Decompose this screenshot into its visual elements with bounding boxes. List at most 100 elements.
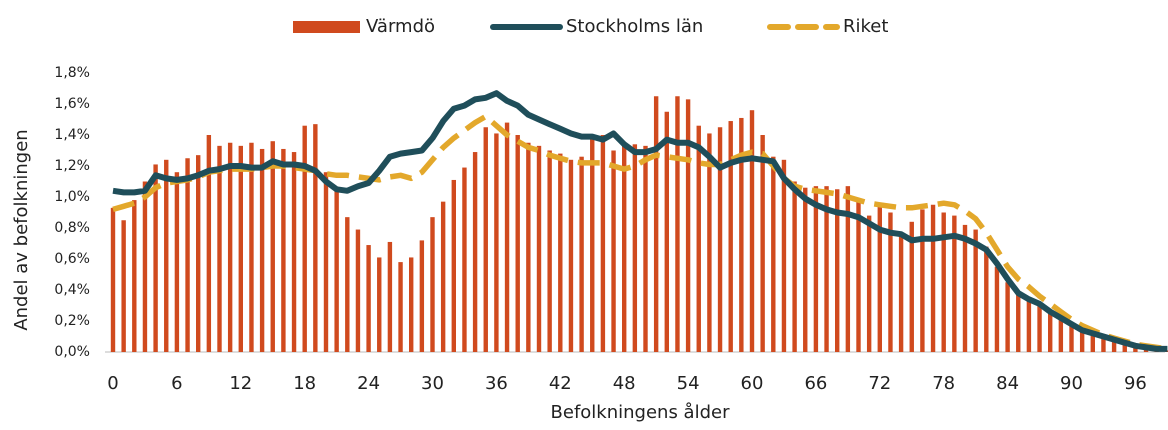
x-tick-label: 78	[932, 373, 955, 394]
bar	[568, 159, 574, 352]
legend-label: Stockholms län	[566, 16, 703, 37]
legend-label: Värmdö	[366, 16, 435, 37]
y-tick-label: 0,0%	[54, 344, 90, 360]
bar	[334, 189, 339, 352]
bar	[920, 209, 925, 352]
bar	[1101, 338, 1106, 352]
bar	[355, 229, 361, 352]
y-tick-label: 0,4%	[54, 282, 90, 298]
bar	[196, 155, 201, 352]
x-axis-title: Befolkningens ålder	[551, 402, 731, 423]
bar	[121, 220, 126, 352]
bar	[142, 181, 148, 352]
bar	[739, 117, 744, 352]
x-tick-label: 48	[613, 373, 636, 394]
y-tick-label: 0,2%	[54, 313, 90, 329]
bar	[664, 111, 669, 352]
bar	[1079, 330, 1085, 352]
bar	[835, 189, 840, 352]
bar	[653, 96, 659, 352]
bar	[696, 125, 701, 352]
bar	[249, 142, 254, 352]
bar	[888, 212, 893, 352]
bar	[153, 164, 158, 352]
bar	[1037, 305, 1042, 352]
bar	[366, 245, 371, 352]
bar	[387, 241, 393, 352]
bar	[419, 240, 425, 352]
bar	[547, 150, 552, 352]
x-tick-label: 36	[485, 373, 508, 394]
bar	[409, 257, 414, 352]
bar	[270, 141, 275, 352]
bar	[472, 152, 478, 352]
bar	[494, 133, 499, 352]
bar	[1005, 282, 1010, 352]
bar	[749, 110, 755, 352]
bar	[643, 145, 648, 352]
x-tick-label: 60	[741, 373, 764, 394]
bar	[345, 217, 350, 352]
x-tick-label: 12	[229, 373, 252, 394]
bar	[717, 127, 723, 352]
bar	[771, 156, 776, 352]
bar	[579, 156, 584, 352]
bar	[430, 217, 435, 352]
bar	[632, 144, 638, 352]
bar	[1048, 311, 1053, 352]
x-tick-label: 66	[804, 373, 827, 394]
bar	[1111, 341, 1117, 352]
x-tick-label: 54	[677, 373, 700, 394]
y-tick-label: 1,6%	[54, 96, 90, 112]
legend-label: Riket	[843, 16, 888, 37]
bar	[451, 179, 456, 352]
bar	[185, 158, 190, 352]
bar	[1026, 297, 1032, 352]
bar	[227, 142, 233, 352]
bar	[536, 145, 542, 352]
bar	[898, 234, 904, 352]
bar	[504, 122, 510, 352]
bar	[558, 153, 563, 352]
y-axis-title: Andel av befolkningen	[11, 129, 32, 330]
bar	[164, 159, 169, 352]
bar	[238, 145, 243, 352]
bar	[302, 125, 307, 352]
legend-swatch	[293, 21, 360, 33]
y-tick-label: 0,8%	[54, 220, 90, 236]
bar	[962, 224, 968, 352]
bar	[462, 167, 467, 352]
x-tick-label: 0	[107, 373, 118, 394]
bar	[132, 200, 137, 352]
x-tick-label: 96	[1124, 373, 1147, 394]
bar	[313, 124, 318, 353]
bar	[526, 142, 531, 352]
bar	[803, 187, 808, 352]
bar	[1069, 325, 1074, 352]
x-tick-label: 90	[1060, 373, 1083, 394]
bar	[281, 148, 286, 352]
x-tick-label: 84	[996, 373, 1019, 394]
bar	[206, 135, 212, 352]
bar	[600, 135, 606, 352]
x-tick-label: 30	[421, 373, 444, 394]
bar	[973, 229, 978, 352]
bar	[984, 246, 989, 352]
bar	[611, 150, 616, 352]
bar	[685, 99, 691, 352]
bar	[856, 201, 861, 352]
bar	[994, 266, 1000, 352]
y-tick-label: 0,6%	[54, 251, 90, 267]
line-series	[112, 90, 1168, 352]
bar	[440, 201, 446, 352]
bar	[941, 212, 946, 352]
bar	[930, 204, 936, 352]
x-tick-label: 18	[293, 373, 316, 394]
y-tick-label: 1,2%	[54, 158, 90, 174]
bar	[824, 186, 829, 352]
bar	[174, 172, 180, 352]
bar	[728, 121, 733, 352]
bar	[1090, 334, 1095, 352]
line-series	[112, 113, 1168, 352]
